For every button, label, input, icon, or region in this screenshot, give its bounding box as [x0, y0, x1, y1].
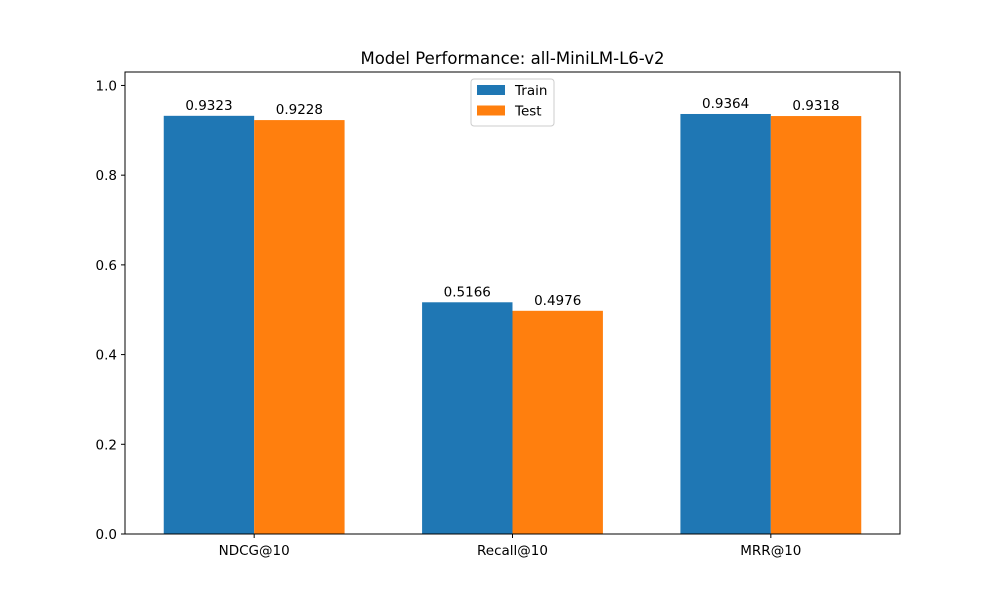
- x-tick-label: NDCG@10: [219, 543, 290, 559]
- bar-test-ndcg-10: [254, 120, 345, 534]
- y-tick-label: 0.0: [96, 527, 117, 543]
- bar-train-ndcg-10: [163, 115, 255, 534]
- bar-train-mrr-10: [680, 113, 771, 534]
- y-tick-label: 1.0: [96, 78, 117, 94]
- y-axis: 0.0 0.2 0.4 0.6 0.8 1.0: [96, 78, 125, 543]
- bar-value-label: 0.9323: [185, 98, 232, 114]
- chart-title: Model Performance: all-MiniLM-L6-v2: [360, 49, 664, 68]
- y-tick-label: 0.2: [96, 437, 117, 453]
- bar-labels-group: 0.9323 0.5166 0.9364 0.9228 0.4976 0.9318: [185, 96, 839, 309]
- bar-value-label: 0.9318: [792, 98, 839, 114]
- bars-group: [163, 113, 862, 534]
- x-axis: NDCG@10 Recall@10 MRR@10: [219, 534, 801, 559]
- x-tick-label: MRR@10: [740, 543, 801, 559]
- x-tick-label: Recall@10: [477, 543, 548, 559]
- y-tick-label: 0.6: [96, 258, 117, 274]
- legend-swatch-train: [477, 85, 505, 95]
- legend-swatch-test: [477, 105, 505, 116]
- bar-value-label: 0.4976: [534, 293, 581, 309]
- legend-label-train: Train: [514, 83, 547, 99]
- bar-value-label: 0.9364: [702, 96, 749, 112]
- y-tick-label: 0.4: [96, 348, 117, 364]
- bar-test-mrr-10: [770, 116, 862, 534]
- bar-train-recall-10: [422, 302, 513, 534]
- legend-label-test: Test: [514, 104, 542, 120]
- bar-value-label: 0.5166: [444, 284, 491, 300]
- y-tick-label: 0.8: [96, 168, 117, 184]
- bar-value-label: 0.9228: [276, 102, 323, 118]
- bar-test-recall-10: [512, 310, 603, 534]
- legend: Train Test: [470, 78, 555, 127]
